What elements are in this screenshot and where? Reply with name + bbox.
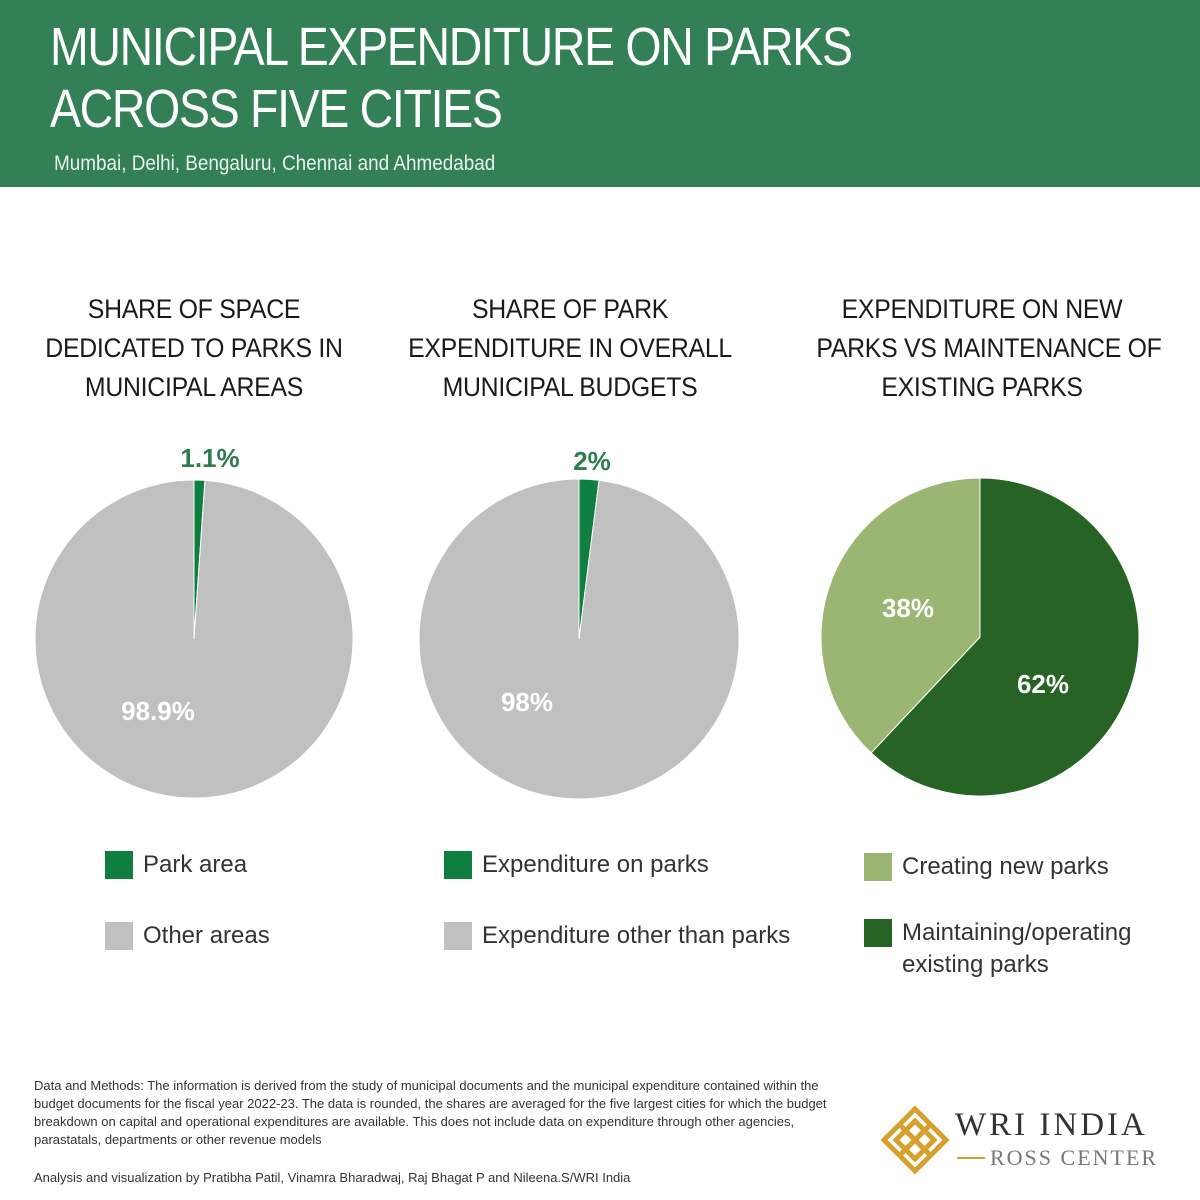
legend-swatch-creating-new-parks xyxy=(864,853,892,881)
legend-label-park-area: Park area xyxy=(143,851,248,878)
header-banner: MUNICIPAL EXPENDITURE ON PARKS ACROSS FI… xyxy=(0,0,1200,187)
chart-1-title-line-3: MUNICIPAL AREAS xyxy=(84,372,304,402)
pie-2-label-1: 2% xyxy=(573,446,611,476)
page-subtitle: Mumbai, Delhi, Bengaluru, Chennai and Ah… xyxy=(54,152,496,175)
legend-label-expenditure-on-parks: Expenditure on parks xyxy=(482,851,709,878)
pie-2-label-2: 98% xyxy=(501,687,553,717)
chart-3-title-line-1: EXPENDITURE ON NEW xyxy=(841,294,1123,324)
legend-item-creating-new-parks: Creating new parks xyxy=(864,851,1109,883)
chart-2-title-line-2: EXPENDITURE IN OVERALL xyxy=(408,333,732,363)
legend-swatch-expenditure-other xyxy=(444,922,472,950)
pie-3-label-1: 62% xyxy=(1017,669,1069,699)
chart-2-title-line-1: SHARE OF PARK xyxy=(471,294,669,324)
chart-3-title: EXPENDITURE ON NEW PARKS VS MAINTENANCE … xyxy=(802,290,1162,407)
logo-wordmark: WRI INDIA xyxy=(955,1107,1148,1143)
legend-label-creating-new-parks: Creating new parks xyxy=(902,853,1109,880)
legend-swatch-park-area xyxy=(105,851,133,879)
logo-accent-rule xyxy=(957,1157,985,1159)
logo-subtitle: ROSS CENTER xyxy=(990,1145,1159,1170)
chart-3-title-line-3: EXISTING PARKS xyxy=(881,372,1083,402)
legend-label-maintaining-line-1: Maintaining/operating xyxy=(902,919,1132,946)
legend-swatch-other-areas xyxy=(105,922,133,950)
pie-1-slice-2 xyxy=(34,479,354,799)
pie-1-label-2: 98.9% xyxy=(121,696,195,726)
pie-3-slice-1 xyxy=(870,477,1140,797)
pie-3-label-2: 38% xyxy=(882,593,934,623)
legend-label-expenditure-other: Expenditure other than parks xyxy=(482,922,791,949)
legend-item-expenditure-on-parks: Expenditure on parks xyxy=(444,849,709,881)
chart-1-title-line-1: SHARE OF SPACE xyxy=(87,294,301,324)
chart-1-title: SHARE OF SPACE DEDICATED TO PARKS IN MUN… xyxy=(14,290,374,407)
chart-2-title: SHARE OF PARK EXPENDITURE IN OVERALL MUN… xyxy=(390,290,750,407)
legend-swatch-expenditure-on-parks xyxy=(444,851,472,879)
page-title-line-1: MUNICIPAL EXPENDITURE ON PARKS xyxy=(50,17,853,77)
page-title: MUNICIPAL EXPENDITURE ON PARKS ACROSS FI… xyxy=(50,16,996,140)
chart-3-title-line-2: PARKS VS MAINTENANCE OF xyxy=(816,333,1162,363)
wri-logo-icon xyxy=(880,1105,950,1175)
pie-1-label-1: 1.1% xyxy=(180,443,239,473)
credit-line: Analysis and visualization by Pratibha P… xyxy=(34,1170,631,1185)
legend-item-other-areas: Other areas xyxy=(105,920,270,952)
legend-item-maintaining-parks: Maintaining/operating existing parks xyxy=(864,917,1132,981)
legend-label-maintaining-line-2: existing parks xyxy=(902,951,1049,978)
pie-3-slice-2 xyxy=(820,477,981,754)
legend-swatch-maintaining-parks xyxy=(864,919,892,947)
data-methods-note: Data and Methods: The information is der… xyxy=(34,1078,827,1147)
chart-2-title-line-3: MUNICIPAL BUDGETS xyxy=(442,372,698,402)
chart-1-title-line-2: DEDICATED TO PARKS IN xyxy=(45,333,343,363)
legend-label-other-areas: Other areas xyxy=(143,922,270,949)
pie-2-slice-2 xyxy=(418,478,740,800)
legend-item-expenditure-other: Expenditure other than parks xyxy=(444,920,790,952)
legend-item-park-area: Park area xyxy=(105,849,247,881)
page-title-line-2: ACROSS FIVE CITIES xyxy=(50,79,503,139)
